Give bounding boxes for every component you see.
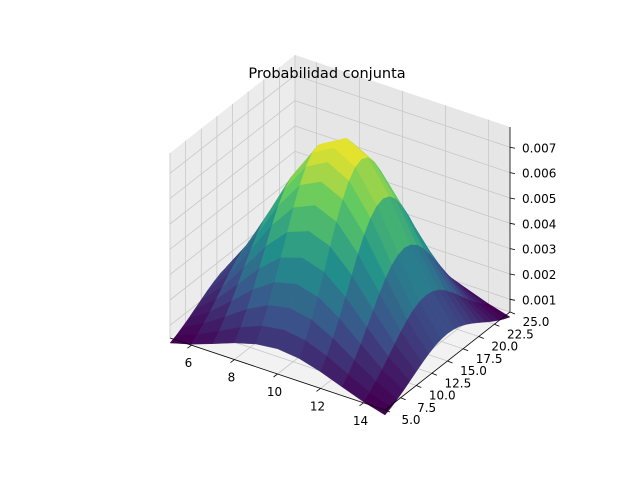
z-tick-label: 0.006 [522, 167, 556, 181]
y-tick-label: 10.0 [429, 389, 456, 403]
y-tick-mark [478, 336, 484, 339]
z-tick-label: 0.002 [522, 268, 556, 282]
z-tick-label: 0.003 [522, 243, 556, 257]
y-tick-label: 7.5 [417, 401, 436, 415]
x-tick-mark [230, 359, 235, 363]
y-tick-label: 5.0 [401, 413, 420, 427]
y-tick-mark [509, 311, 516, 315]
surface-plot [169, 138, 511, 416]
z-tick-mark [509, 222, 516, 225]
z-tick-label: 0.004 [522, 217, 556, 231]
z-grid-line [169, 100, 511, 199]
y-tick-mark [416, 385, 422, 388]
x-tick-label: 10 [267, 385, 282, 399]
z-grid-line [169, 125, 511, 225]
z-tick-label: 0.007 [522, 141, 556, 155]
y-tick-mark [494, 323, 500, 327]
y-tick-mark [384, 409, 391, 413]
surface-patch [363, 391, 392, 416]
z-tick-mark [509, 248, 516, 251]
y-tick-label: 25.0 [523, 315, 550, 329]
z-tick-mark [509, 172, 516, 175]
z-tick-mark [509, 197, 516, 200]
x-tick-mark [359, 402, 364, 407]
y-tick-label: 12.5 [445, 376, 472, 390]
x-tick-label: 12 [310, 399, 325, 413]
y-tick-mark [400, 397, 406, 401]
y-tick-label: 22.5 [507, 327, 534, 341]
z-tick-mark [509, 298, 516, 301]
z-tick-label: 0.005 [522, 192, 556, 206]
z-grid-line [169, 74, 511, 174]
z-tick-mark [509, 146, 516, 149]
x-tick-label: 8 [228, 371, 236, 385]
y-tick-mark [462, 348, 469, 352]
z-grid-line [169, 150, 511, 250]
y-tick-mark [431, 372, 438, 376]
x-tick-mark [187, 344, 192, 349]
z-tick-mark [509, 273, 516, 276]
y-tick-label: 20.0 [491, 340, 518, 354]
y-tick-label: 17.5 [476, 352, 503, 366]
x-tick-mark [273, 373, 278, 378]
z-tick-label: 0.001 [522, 293, 556, 307]
y-tick-label: 15.0 [460, 364, 487, 378]
x-tick-label: 14 [353, 414, 368, 428]
y-tick-mark [447, 360, 453, 364]
tick-labels: 6 8 10 12 14 5.07.510.012.515.017.520.022.525… [185, 141, 557, 428]
x-tick-label: 6 [185, 356, 193, 370]
x-tick-mark [316, 388, 321, 392]
chart-title: Probabilidad conjunta [248, 66, 405, 82]
